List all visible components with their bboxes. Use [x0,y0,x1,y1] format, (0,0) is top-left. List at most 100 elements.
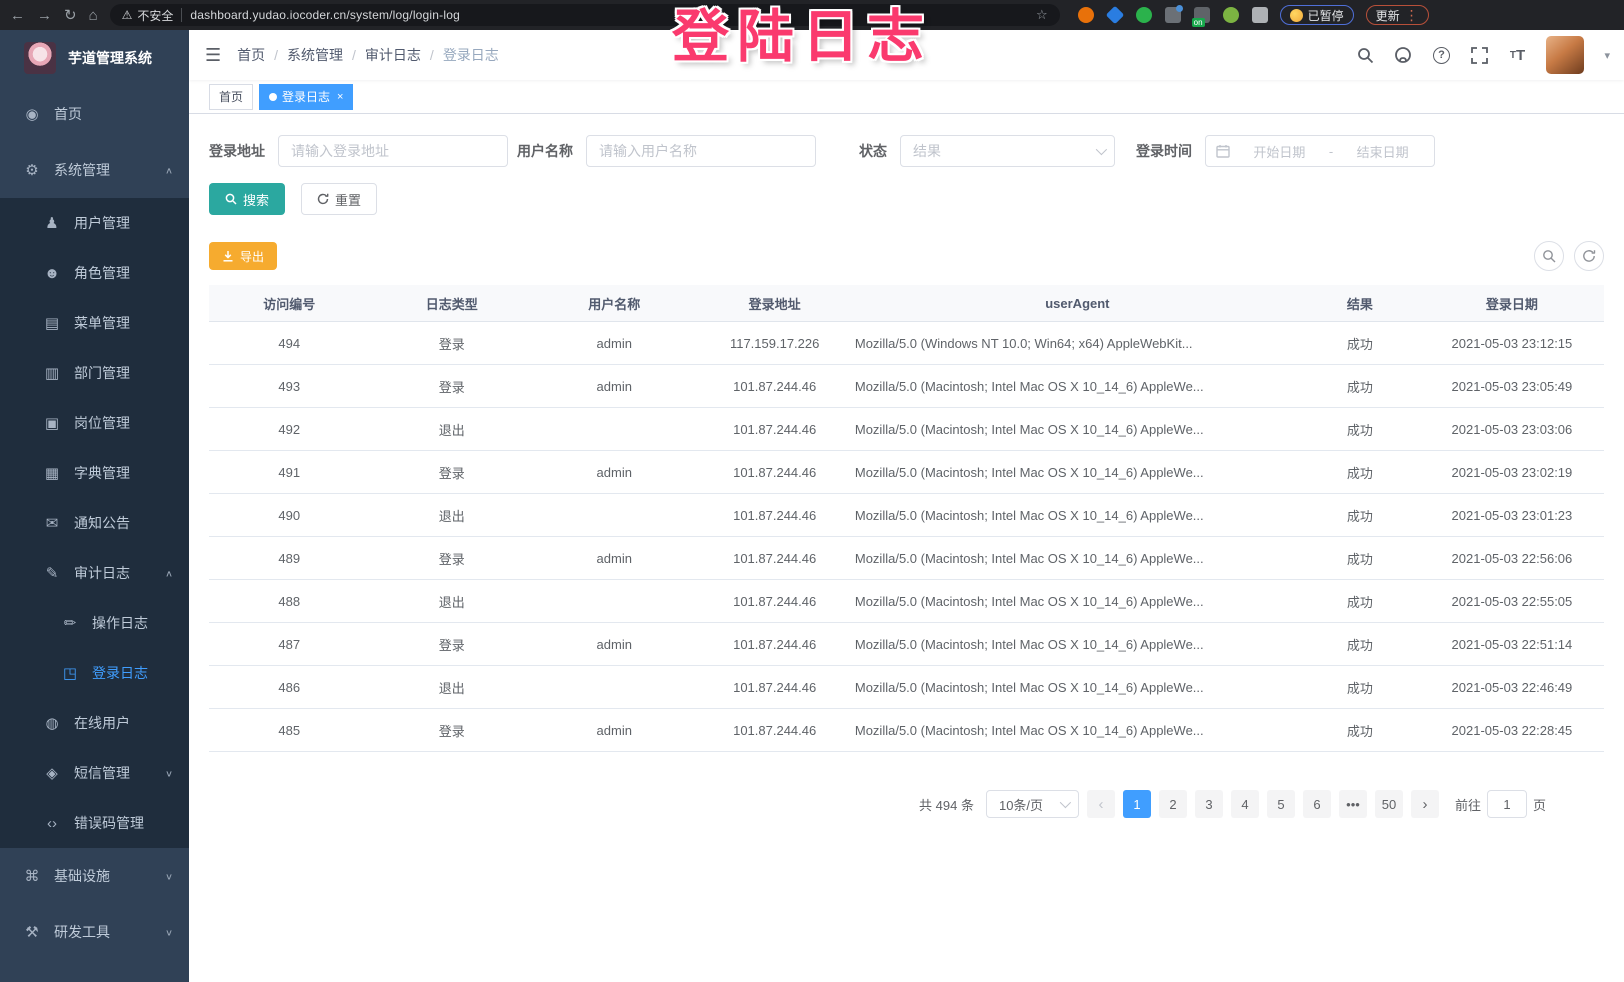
emoji-face-icon [1289,8,1303,22]
browser-home-icon[interactable]: ⌂ [88,6,98,24]
paused-badge[interactable]: 已暂停 [1279,5,1354,25]
table-cell: 退出 [438,422,465,438]
sidebar-item-login-log[interactable]: ◳ 登录日志 [0,648,189,698]
refresh-button-icon [317,193,329,205]
table-cell: 101.87.244.46 [733,636,817,652]
sidebar-item-post-mgmt[interactable]: ▣ 岗位管理 [0,398,189,448]
sidebar-item-online-users[interactable]: ◍ 在线用户 [0,698,189,748]
login-log-table: 访问编号 日志类型 用户名称 登录地址 userAgent 结果 登录日期 494 登录 adm… [209,285,1604,752]
dict-icon: ▦ [44,465,60,482]
chevron-icon: ∧ [164,568,173,579]
table-cell: 486 [278,679,301,695]
extension-green-heart-icon[interactable] [1135,7,1152,23]
reset-button[interactable]: 重置 [301,183,378,215]
sidebar-toggle-icon[interactable]: ☰ [205,44,222,65]
column-header: 结果 [1346,296,1373,312]
breadcrumb-separator: / [352,47,356,63]
app-logo-row[interactable]: 芋道管理系统 [0,30,189,86]
address-bar[interactable]: ⚠ 不安全 dashboard.yudao.iocoder.cn/system/… [109,4,1060,26]
table-cell: Mozilla/5.0 (Windows NT 10.0; Win64; x64… [854,335,1193,351]
browser-forward-icon[interactable]: → [37,6,52,24]
search-icon[interactable] [1356,46,1374,64]
github-icon[interactable] [1394,46,1412,64]
refresh-table-button[interactable] [1574,241,1604,271]
search-button[interactable]: 搜索 [209,183,286,215]
tag-登录日志[interactable]: 登录日志 × [259,83,354,110]
goto-page-input[interactable] [1486,790,1527,818]
extension-leaf-icon[interactable] [1222,7,1239,23]
extension-list-on-icon[interactable]: on [1191,7,1210,27]
sidebar-item-role-mgmt[interactable]: ☻ 角色管理 [0,248,189,298]
sidebar-item-dict-mgmt[interactable]: ▦ 字典管理 [0,448,189,498]
prev-page-button[interactable]: ‹ [1086,790,1115,818]
table-cell: 2021-05-03 23:12:15 [1451,335,1573,351]
page-button-3[interactable]: 3 [1194,790,1223,818]
page-button-5[interactable]: 5 [1266,790,1295,818]
table-cell: 492 [278,421,301,437]
table-cell: 101.87.244.46 [733,593,817,609]
browser-toolbar: ← → ↻ ⌂ ⚠ 不安全 dashboard.yudao.iocoder.cn… [0,0,1624,30]
page-button-50[interactable]: 50 [1374,790,1403,818]
breadcrumb-item[interactable]: 审计日志 [364,47,421,63]
sidebar-item-user-mgmt[interactable]: ♟ 用户管理 [0,198,189,248]
sidebar-item-sms-mgmt[interactable]: ◈ 短信管理 ∨ [0,748,189,798]
update-button[interactable]: 更新 ⋮ [1365,5,1429,25]
user-avatar[interactable] [1546,36,1585,74]
sidebar-item-operation-log[interactable]: ✏ 操作日志 [0,598,189,648]
breadcrumb-item[interactable]: 系统管理 [287,47,344,63]
search-button-icon [225,193,237,205]
table-cell: 2021-05-03 22:46:49 [1451,679,1573,695]
login-address-input[interactable] [278,135,508,167]
url-text[interactable]: dashboard.yudao.iocoder.cn/system/log/lo… [190,8,460,22]
sidebar-item-home[interactable]: ◉ 首页 [0,86,189,142]
extension-puzzle-icon[interactable] [1251,7,1268,23]
security-warning[interactable]: ⚠ 不安全 [121,8,174,23]
extension-orange-icon[interactable] [1077,7,1094,23]
post-icon: ▣ [44,415,60,432]
column-header: 登录地址 [748,296,801,312]
avatar-caret-icon[interactable]: ▾ [1604,49,1610,62]
page-size-select[interactable]: 10条/页 [985,790,1079,818]
sidebar-item-error-code-mgmt[interactable]: ‹› 错误码管理 [0,798,189,848]
page-button-4[interactable]: 4 [1230,790,1259,818]
status-label: 状态 [859,143,887,159]
table-cell: 退出 [438,508,465,524]
sidebar-item-dev-tools[interactable]: ⚒ 研发工具 ∨ [0,904,189,960]
sidebar-item-system-mgmt[interactable]: ⚙ 系统管理 ∧ [0,142,189,198]
browser-menu-dots-icon[interactable]: ⋮ [1404,6,1419,23]
export-button[interactable]: 导出 [209,242,278,270]
close-tag-icon[interactable]: × [337,90,344,103]
sidebar-item-dept-mgmt[interactable]: ▥ 部门管理 [0,348,189,398]
table-cell: 登录 [438,637,465,653]
status-select[interactable]: 结果 [900,135,1115,167]
help-icon[interactable]: ? [1432,46,1450,64]
date-separator: - [1328,143,1334,159]
sidebar-item-notice[interactable]: ✉ 通知公告 [0,498,189,548]
extension-grid-icon[interactable] [1164,5,1183,23]
table-cell: 成功 [1346,637,1373,653]
toggle-search-button[interactable] [1534,241,1564,271]
extension-blue-diamond-icon[interactable] [1105,5,1124,25]
username-input[interactable] [586,135,816,167]
next-page-button[interactable]: › [1410,790,1439,818]
page-button-6[interactable]: 6 [1302,790,1331,818]
sidebar-item-menu-mgmt[interactable]: ▤ 菜单管理 [0,298,189,348]
page-button-2[interactable]: 2 [1158,790,1187,818]
sidebar-item-infra[interactable]: ⌘ 基础设施 ∨ [0,848,189,904]
browser-back-icon[interactable]: ← [10,6,25,24]
bookmark-star-icon[interactable]: ☆ [1035,7,1048,22]
table-cell: 101.87.244.46 [733,421,817,437]
table-cell: 登录 [438,336,465,352]
page-ellipsis[interactable]: ••• [1338,790,1367,818]
breadcrumb-item[interactable]: 首页 [237,47,266,63]
login-time-range-picker[interactable]: 开始日期 - 结束日期 [1205,135,1435,167]
fullscreen-icon[interactable] [1470,46,1488,64]
browser-reload-icon[interactable]: ↻ [64,6,77,24]
page-button-1[interactable]: 1 [1122,790,1151,818]
active-dot-icon [269,92,278,101]
sidebar-item-audit-log[interactable]: ✎ 审计日志 ∧ [0,548,189,598]
login-address-label: 登录地址 [209,143,265,159]
tag-首页[interactable]: 首页 [209,83,254,110]
